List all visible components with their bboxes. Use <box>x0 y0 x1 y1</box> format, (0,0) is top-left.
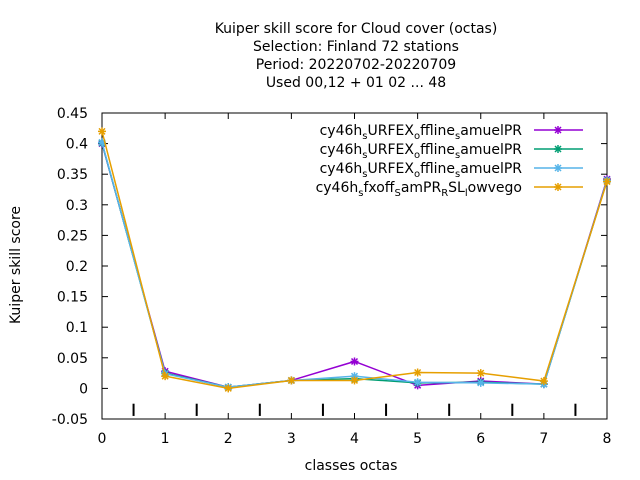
y-tick-label: 0 <box>79 381 88 397</box>
legend-label: cy46hsURFEXofflinesamuelPR <box>320 142 523 161</box>
y-axis-label: Kuiper skill score <box>8 206 24 324</box>
data-point <box>287 376 296 385</box>
x-tick-label: 8 <box>603 431 612 447</box>
legend-label: cy46hsURFEXofflinesamuelPR <box>320 123 523 142</box>
x-tick-label: 3 <box>287 431 296 447</box>
y-tick-label: 0.15 <box>57 290 88 306</box>
series-lines <box>98 127 611 393</box>
series-1 <box>98 139 611 392</box>
legend-label: cy46hsURFEXofflinesamuelPR <box>320 161 523 180</box>
data-point <box>476 378 485 387</box>
data-point <box>161 372 170 381</box>
x-tick-label: 1 <box>161 431 170 447</box>
legend-label: cy46hsfxoffSamPRRSLlowvego <box>316 180 522 199</box>
data-point <box>413 378 422 387</box>
y-tick-label: 0.4 <box>66 137 88 153</box>
legend-marker <box>554 183 562 191</box>
data-point <box>350 357 359 366</box>
x-tick-label: 6 <box>476 431 485 447</box>
data-point <box>413 368 422 377</box>
class-boundary-marks <box>132 403 577 416</box>
y-axis-ticks: -0.05 0 0.05 0.1 0.15 0.2 0.25 0.3 0.35 0.4 0.45 <box>52 106 607 428</box>
legend-entry: cy46hsURFEXofflinesamuelPR <box>320 161 583 180</box>
x-axis-ticks: 0 1 2 3 4 5 6 7 8 <box>98 113 612 447</box>
x-tick-label: 2 <box>224 431 233 447</box>
series-4 <box>98 127 611 393</box>
x-tick-label: 4 <box>350 431 359 447</box>
title-line: Used 00,12 + 01 02 ... 48 <box>266 75 446 91</box>
y-tick-label: 0.25 <box>57 228 88 244</box>
y-tick-label: 0.35 <box>57 167 88 183</box>
x-axis-label: classes octas <box>305 458 398 474</box>
data-point <box>603 177 611 186</box>
legend-marker <box>554 164 562 172</box>
y-tick-label: 0.1 <box>66 320 88 336</box>
data-point <box>350 376 359 385</box>
legend-entry: cy46hsURFEXofflinesamuelPR <box>320 123 583 142</box>
title-line: Selection: Finland 72 stations <box>253 39 459 55</box>
y-tick-label: 0.3 <box>66 198 88 214</box>
x-tick-label: 5 <box>413 431 422 447</box>
title-line: Kuiper skill score for Cloud cover (octa… <box>215 21 498 37</box>
data-point <box>476 369 485 378</box>
y-tick-label: -0.05 <box>52 412 88 428</box>
x-tick-label: 0 <box>98 431 107 447</box>
legend-entry: cy46hsfxoffSamPRRSLlowvego <box>316 180 583 199</box>
chart-title: Kuiper skill score for Cloud cover (octa… <box>215 21 498 91</box>
legend: cy46hsURFEXofflinesamuelPRcy46hsURFEXoff… <box>316 123 583 199</box>
x-tick-label: 7 <box>539 431 548 447</box>
y-tick-label: 0.05 <box>57 351 88 367</box>
legend-entry: cy46hsURFEXofflinesamuelPR <box>320 142 583 161</box>
y-tick-label: 0.2 <box>66 259 88 275</box>
legend-marker <box>554 126 562 134</box>
data-point <box>539 377 548 386</box>
title-line: Period: 20220702-20220709 <box>256 57 456 73</box>
legend-marker <box>554 145 562 153</box>
y-tick-label: 0.45 <box>57 106 88 122</box>
data-point <box>98 127 106 136</box>
data-point <box>224 384 233 393</box>
